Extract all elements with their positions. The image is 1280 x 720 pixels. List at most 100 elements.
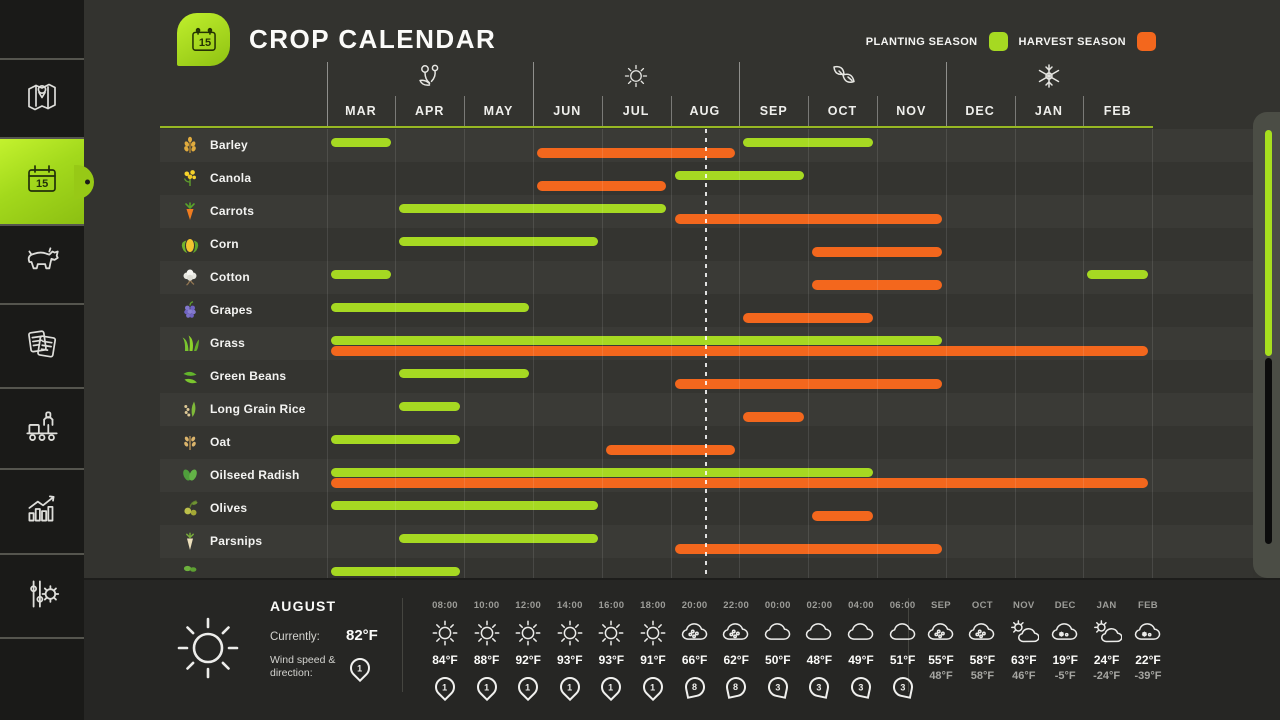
hourly-forecast-column: 22:00 62°F 8 bbox=[715, 600, 757, 699]
forecast-temp: 51°F bbox=[889, 653, 916, 667]
hourly-forecast-column: 14:00 93°F 1 bbox=[549, 600, 591, 702]
greenbeans-crop-icon bbox=[180, 366, 200, 386]
wind-direction-icon: 1 bbox=[597, 672, 626, 702]
crop-list-scrollbar[interactable] bbox=[1253, 112, 1280, 578]
harvest-season-bar bbox=[536, 181, 667, 191]
planting-season-bar bbox=[330, 335, 942, 345]
wind-direction-icon: 1 bbox=[514, 672, 543, 702]
wind-speed-value: 1 bbox=[650, 682, 656, 693]
scrollbar-thumb[interactable] bbox=[1265, 130, 1272, 356]
monthly-forecast-column: OCT 58°F 58°F bbox=[961, 600, 1003, 682]
wind-speed-value: 8 bbox=[733, 682, 739, 693]
month-header-nov: NOV bbox=[896, 104, 927, 118]
forecast-temp: 93°F bbox=[557, 653, 583, 667]
legend-harvest-label: HARVEST SEASON bbox=[1018, 35, 1126, 48]
wind-speed-value: 1 bbox=[567, 682, 573, 693]
harvest-season-swatch bbox=[1137, 32, 1156, 51]
crop-name: Olives bbox=[210, 501, 248, 515]
forecast-time: 20:00 bbox=[681, 600, 708, 611]
forecast-high-temp: 58°F bbox=[969, 653, 996, 667]
weather-panel: AUGUST Currently: 82°F Wind speed & dire… bbox=[84, 578, 1280, 720]
crop-name: Oat bbox=[210, 435, 231, 449]
calendar-icon: 15 bbox=[22, 159, 62, 204]
corn-crop-icon bbox=[180, 234, 200, 254]
wind-direction-icon: 3 bbox=[849, 675, 873, 699]
legend-planting-label: PLANTING SEASON bbox=[865, 35, 978, 48]
month-divider bbox=[395, 96, 397, 126]
planting-season-bar bbox=[330, 302, 529, 312]
wind-speed-value: 1 bbox=[357, 663, 363, 674]
planting-season-bar bbox=[743, 137, 873, 147]
cotton-crop-icon bbox=[180, 267, 200, 287]
month-header-jun: JUN bbox=[553, 104, 582, 118]
wind-speed-value: 8 bbox=[692, 682, 698, 693]
legend: PLANTING SEASON HARVEST SEASON bbox=[866, 32, 1156, 51]
planting-season-bar bbox=[330, 566, 461, 576]
statistics-icon bbox=[21, 488, 63, 535]
wind-speed-value: 3 bbox=[900, 682, 906, 693]
grass-crop-icon bbox=[180, 333, 200, 353]
rain-icon bbox=[920, 617, 962, 649]
monthly-forecast-column: JAN 24°F -24°F bbox=[1086, 600, 1128, 682]
oat-crop-icon bbox=[180, 432, 200, 452]
map-icon bbox=[22, 76, 62, 121]
crop-name: Long Grain Rice bbox=[210, 402, 306, 416]
hourly-forecast-column: 20:00 66°F 8 bbox=[674, 600, 716, 699]
forecast-high-temp: 22°F bbox=[1135, 653, 1161, 667]
forecast-low-temp: -24°F bbox=[1093, 670, 1121, 682]
forecast-month: DEC bbox=[1054, 600, 1076, 611]
sprout-crop-icon bbox=[180, 564, 200, 579]
forecast-time: 12:00 bbox=[515, 600, 542, 611]
wind-direction-icon: 1 bbox=[555, 672, 584, 702]
wind-speed-value: 3 bbox=[858, 682, 864, 693]
monthly-forecast-column: DEC 19°F -5°F bbox=[1044, 600, 1086, 682]
hourly-forecast-column: 08:00 84°F 1 bbox=[424, 600, 466, 702]
crop-name: Parsnips bbox=[210, 534, 263, 548]
sun-icon bbox=[424, 617, 466, 649]
monthly-forecast-column: SEP 55°F 48°F bbox=[920, 600, 962, 682]
month-header-dec: DEC bbox=[965, 104, 995, 118]
month-divider bbox=[808, 96, 810, 126]
sun-icon bbox=[466, 617, 508, 649]
rain-icon bbox=[674, 617, 716, 649]
cloud-icon bbox=[882, 617, 924, 649]
rice-crop-icon bbox=[180, 399, 200, 419]
partly-icon bbox=[1003, 617, 1045, 649]
crop-name: Canola bbox=[210, 171, 252, 185]
sun-icon bbox=[507, 617, 549, 649]
planting-season-bar bbox=[399, 368, 529, 378]
sidebar-item-statistics[interactable] bbox=[0, 470, 84, 553]
currently-label: Currently: bbox=[270, 631, 320, 643]
forecast-temp: 92°F bbox=[515, 653, 541, 667]
forecast-temp: 49°F bbox=[848, 653, 874, 667]
forecast-time: 10:00 bbox=[473, 600, 500, 611]
hourly-forecast-column: 06:00 51°F 3 bbox=[882, 600, 924, 699]
forecast-time: 02:00 bbox=[806, 600, 833, 611]
harvest-season-bar bbox=[330, 346, 1149, 356]
wind-direction-icon: 3 bbox=[807, 675, 832, 699]
planting-season-bar bbox=[1087, 269, 1149, 279]
forecast-time: 14:00 bbox=[556, 600, 583, 611]
planting-season-bar bbox=[399, 203, 667, 213]
crop-name: Corn bbox=[210, 237, 239, 251]
divider bbox=[908, 598, 909, 692]
olives-crop-icon bbox=[180, 498, 200, 518]
hourly-forecast-column: 00:00 50°F 3 bbox=[757, 600, 799, 699]
harvest-season-bar bbox=[605, 445, 736, 455]
oilseedradish-crop-icon bbox=[180, 465, 200, 485]
sidebar-item-map[interactable] bbox=[0, 60, 84, 137]
sidebar-spacer bbox=[0, 0, 84, 58]
rain-icon bbox=[961, 617, 1003, 649]
wind-speed-value: 1 bbox=[525, 682, 531, 693]
sidebar-item-production[interactable] bbox=[0, 389, 84, 468]
scrollbar-track[interactable] bbox=[1265, 128, 1272, 564]
wind-direction-icon: 3 bbox=[890, 675, 915, 699]
sidebar-item-settings[interactable] bbox=[0, 555, 84, 637]
planting-season-bar bbox=[330, 467, 873, 477]
sidebar-item-contracts[interactable] bbox=[0, 305, 84, 387]
sidebar-item-animals[interactable] bbox=[0, 226, 84, 303]
sidebar-item-calendar[interactable]: 15 bbox=[0, 139, 84, 224]
forecast-temp: 50°F bbox=[765, 653, 791, 667]
month-header-feb: FEB bbox=[1103, 104, 1132, 118]
snow-icon bbox=[1044, 617, 1086, 649]
